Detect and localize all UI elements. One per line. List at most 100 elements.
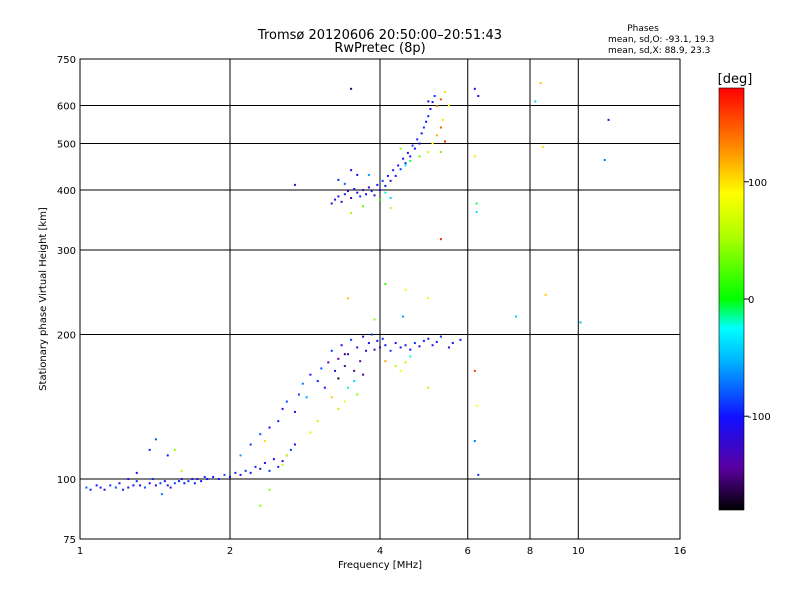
data-point <box>350 212 353 215</box>
data-point <box>365 193 368 196</box>
data-point <box>254 465 257 468</box>
data-point <box>343 400 346 403</box>
data-point <box>373 194 376 197</box>
data-point <box>135 480 138 483</box>
data-point <box>384 191 387 194</box>
data-point <box>447 346 450 349</box>
data-point <box>381 337 384 340</box>
data-point <box>394 174 397 177</box>
phase-stats: Phases mean, sd,O: -93.1, 19.3 mean, sd,… <box>608 24 714 56</box>
data-point <box>475 202 478 205</box>
data-point <box>268 469 271 472</box>
data-point <box>346 190 349 193</box>
data-point <box>404 344 407 347</box>
data-point <box>356 173 359 176</box>
data-point <box>263 440 266 443</box>
data-point <box>475 211 478 214</box>
data-point <box>139 484 142 487</box>
data-point <box>309 373 312 376</box>
data-points <box>85 82 610 507</box>
data-point <box>163 480 166 483</box>
data-point <box>370 333 373 336</box>
data-point <box>384 282 387 285</box>
data-point <box>169 486 172 489</box>
data-point <box>389 349 392 352</box>
data-point <box>327 361 330 364</box>
data-point <box>544 293 547 296</box>
data-point <box>343 193 346 196</box>
data-point <box>359 195 362 198</box>
colorbar-gradient <box>719 88 744 510</box>
x-tick-label: 16 <box>674 546 687 557</box>
data-point <box>389 179 392 182</box>
data-point <box>384 344 387 347</box>
data-point <box>534 100 537 103</box>
data-point <box>359 360 362 363</box>
data-point <box>441 118 444 121</box>
data-point <box>416 138 419 141</box>
y-tick-label: 200 <box>57 331 76 342</box>
data-point <box>173 448 176 451</box>
data-point <box>173 482 176 485</box>
stats-x-mode: mean, sd,X: 88.9, 23.3 <box>608 46 710 56</box>
data-point <box>346 386 349 389</box>
data-point <box>356 346 359 349</box>
data-point <box>259 504 262 507</box>
data-point <box>539 82 542 85</box>
data-point <box>406 151 409 154</box>
data-point <box>350 197 353 200</box>
data-point <box>166 454 169 457</box>
grid-lines <box>80 59 680 539</box>
data-point <box>132 484 135 487</box>
data-point <box>89 488 92 491</box>
data-point <box>337 377 340 380</box>
data-point <box>439 238 442 241</box>
data-point <box>367 186 370 189</box>
colorbar-tick-label: 0 <box>748 295 754 306</box>
data-point <box>379 346 381 349</box>
data-point <box>343 353 346 356</box>
data-point <box>343 182 346 185</box>
data-point <box>95 484 98 487</box>
data-point <box>379 198 381 201</box>
data-point <box>443 91 446 94</box>
data-point <box>160 493 163 496</box>
data-point <box>397 164 400 167</box>
data-point <box>346 353 349 356</box>
data-point <box>515 315 518 318</box>
data-point <box>350 169 353 172</box>
data-point <box>281 463 284 466</box>
data-point <box>435 105 438 108</box>
data-point <box>183 482 186 485</box>
data-point <box>281 407 284 410</box>
data-point <box>399 147 402 150</box>
data-point <box>151 478 154 481</box>
data-point <box>381 179 384 182</box>
data-point <box>350 87 353 90</box>
data-point <box>443 140 446 143</box>
x-tick-label: 8 <box>527 546 533 557</box>
data-point <box>320 367 323 370</box>
data-point <box>122 488 125 491</box>
data-point <box>422 126 425 129</box>
data-point <box>293 443 296 446</box>
data-point <box>180 469 183 472</box>
data-point <box>427 386 430 389</box>
data-point <box>475 404 478 407</box>
data-point <box>154 438 157 441</box>
data-point <box>439 98 442 101</box>
data-point <box>435 134 438 137</box>
data-point <box>259 433 262 436</box>
data-point <box>234 471 237 474</box>
data-point <box>166 484 169 487</box>
data-point <box>127 486 130 489</box>
data-point <box>431 142 434 145</box>
data-point <box>293 183 296 186</box>
data-point <box>477 95 480 98</box>
data-point <box>135 471 138 474</box>
data-point <box>337 195 340 198</box>
data-point <box>305 396 308 399</box>
data-point <box>259 467 262 470</box>
data-point <box>402 315 405 318</box>
data-point <box>103 488 106 491</box>
